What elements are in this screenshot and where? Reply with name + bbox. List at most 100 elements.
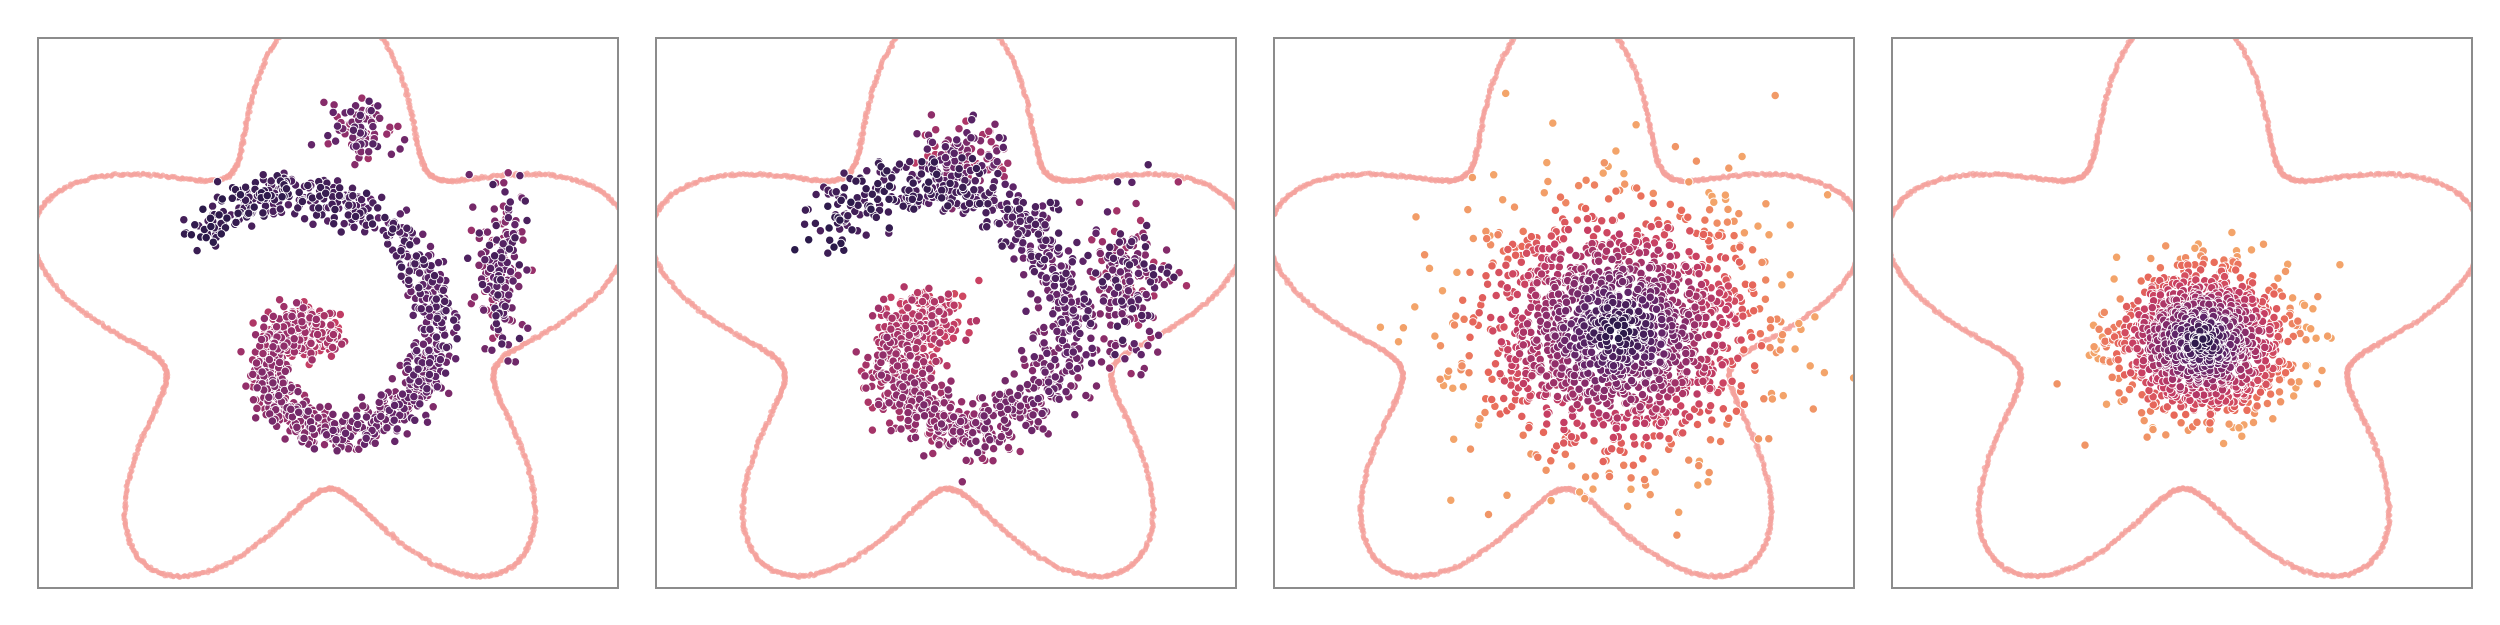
- data-point: [488, 179, 498, 190]
- data-point: [241, 381, 251, 391]
- data-point: [323, 130, 333, 141]
- data-point: [424, 358, 435, 368]
- data-point: [493, 290, 503, 300]
- data-point: [264, 392, 274, 402]
- data-point: [409, 391, 419, 402]
- data-point: [307, 424, 317, 434]
- data-point: [376, 390, 386, 400]
- data-point: [389, 415, 399, 425]
- data-point: [214, 210, 224, 220]
- data-point: [252, 383, 262, 393]
- data-point: [414, 268, 425, 278]
- data-point: [201, 232, 211, 243]
- data-point: [504, 290, 514, 300]
- data-point: [335, 183, 345, 193]
- data-point: [914, 311, 924, 321]
- data-point: [887, 313, 897, 323]
- data-point: [248, 318, 258, 328]
- data-point: [321, 188, 331, 198]
- boundary-point: [1184, 314, 1190, 320]
- data-point: [396, 271, 406, 281]
- data-point: [233, 208, 243, 218]
- star-boundary: [39, 39, 619, 580]
- data-point: [1173, 177, 1183, 187]
- data-point: [503, 356, 513, 366]
- data-point: [280, 434, 290, 444]
- boundary-point: [1236, 209, 1237, 214]
- data-point: [510, 233, 520, 243]
- data-point: [275, 204, 285, 214]
- boundary-point: [617, 207, 619, 212]
- data-point: [373, 203, 383, 213]
- data-point: [327, 342, 338, 353]
- data-point: [497, 339, 507, 349]
- data-point: [496, 275, 506, 285]
- boundary-point: [616, 262, 617, 265]
- data-point: [402, 223, 412, 233]
- data-point: [469, 292, 480, 302]
- data-point: [297, 317, 307, 327]
- data-point: [356, 194, 367, 205]
- data-point: [954, 124, 964, 134]
- data-point: [387, 374, 397, 384]
- data-point: [268, 342, 278, 352]
- data-point: [326, 351, 337, 361]
- data-point: [179, 215, 189, 225]
- data-point: [500, 301, 510, 312]
- data-point: [402, 429, 412, 439]
- data-point: [1181, 281, 1192, 291]
- data-point: [961, 335, 971, 345]
- data-point: [499, 178, 509, 188]
- data-point: [256, 334, 267, 345]
- data-point: [311, 314, 321, 325]
- data-point: [522, 215, 532, 226]
- data-point: [487, 345, 497, 355]
- data-point: [425, 324, 435, 334]
- data-point: [931, 125, 941, 135]
- data-point: [879, 294, 889, 305]
- data-point: [368, 121, 378, 132]
- data-point: [330, 204, 340, 215]
- data-point: [440, 330, 450, 340]
- data-point: [886, 324, 896, 334]
- data-point: [1015, 446, 1025, 457]
- boundary-point: [618, 259, 619, 264]
- data-point: [867, 311, 878, 321]
- boundary-point: [39, 215, 40, 219]
- data-point: [292, 422, 302, 432]
- data-point: [480, 255, 490, 265]
- data-point: [396, 262, 407, 272]
- data-point: [911, 360, 921, 370]
- data-point: [438, 285, 449, 295]
- data-point: [404, 266, 414, 276]
- data-point: [376, 411, 386, 422]
- data-point: [392, 424, 402, 434]
- data-point: [205, 213, 216, 223]
- data-point: [873, 303, 884, 313]
- data-point: [503, 168, 513, 178]
- data-point: [504, 244, 515, 254]
- data-point: [259, 313, 270, 324]
- data-point: [520, 196, 530, 206]
- data-point: [331, 435, 341, 445]
- data-point: [259, 322, 269, 332]
- data-point: [482, 227, 493, 237]
- data-point: [444, 388, 454, 399]
- data-point: [867, 425, 878, 435]
- data-point: [315, 402, 325, 412]
- data-point: [393, 121, 403, 132]
- boundary-point: [657, 215, 658, 219]
- data-point: [361, 433, 371, 443]
- data-point: [949, 300, 959, 310]
- boundary-point: [614, 264, 617, 270]
- data-point: [217, 194, 227, 204]
- data-point: [984, 126, 994, 136]
- data-point: [231, 217, 241, 228]
- data-point: [298, 303, 308, 313]
- data-point: [281, 184, 292, 194]
- data-point: [308, 219, 318, 229]
- data-point: [395, 209, 405, 219]
- data-point: [373, 101, 383, 111]
- data-point: [190, 220, 200, 230]
- data-point: [986, 137, 996, 147]
